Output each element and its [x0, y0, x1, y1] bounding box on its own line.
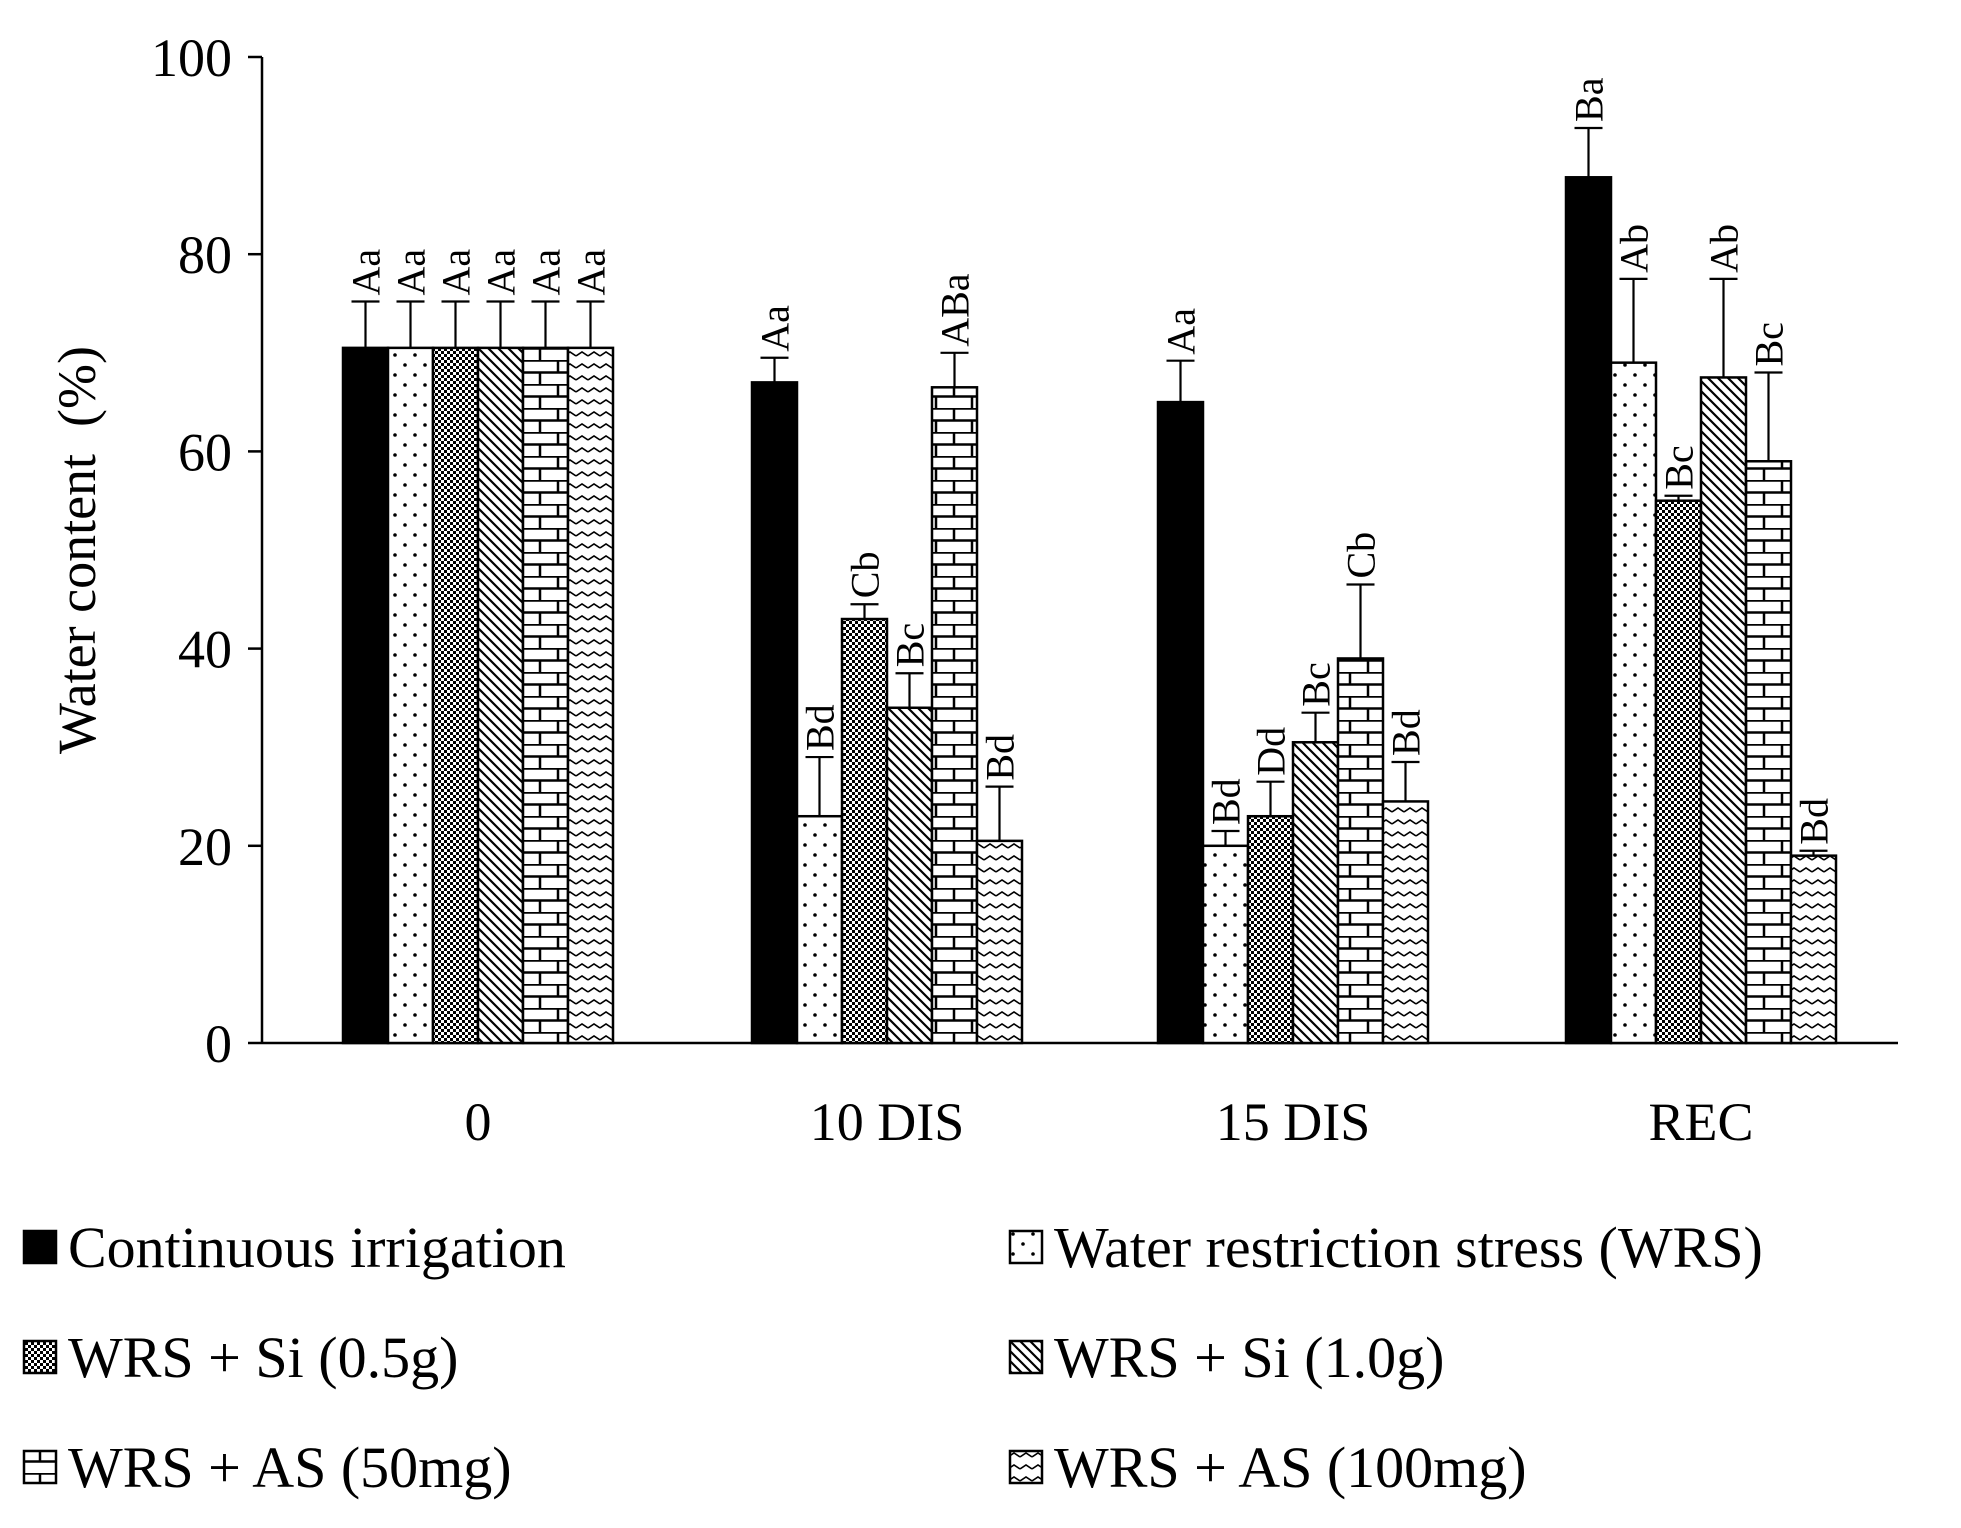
bar: [1699, 376, 1748, 1045]
bar-labels: Aa Aa Aa Aa Aa AaAaBdCbBcABaBdAaBdDdBcCbBdBaA…: [344, 77, 1837, 844]
bar-significance-label: Aa: [434, 249, 479, 296]
y-tick-label: 60: [178, 422, 232, 482]
bar-significance-label: Bc: [1657, 445, 1702, 489]
bar: [930, 386, 979, 1045]
legend-swatch-icon: [22, 1449, 58, 1485]
bar-significance-label: ABa: [933, 273, 978, 347]
bar: [566, 346, 615, 1045]
y-tick-label: 0: [205, 1014, 232, 1074]
bar-significance-label: Aa: [389, 249, 434, 296]
legend: Continuous irrigation Water restriction …: [0, 1195, 1961, 1515]
bar: [1381, 800, 1430, 1045]
bar: [1744, 460, 1793, 1045]
legend-item: WRS + AS (50mg): [22, 1434, 512, 1500]
bar: [431, 346, 480, 1045]
legend-item: WRS + Si (1.0g): [1008, 1324, 1445, 1390]
bar: [476, 346, 525, 1045]
bar: [1246, 814, 1295, 1045]
legend-swatch-icon: [1008, 1449, 1044, 1485]
y-tick-label: 80: [178, 225, 232, 285]
bar-significance-label: Dd: [1249, 727, 1294, 776]
bar: [1564, 176, 1613, 1045]
legend-item: WRS + Si (0.5g): [22, 1324, 459, 1390]
bar-significance-label: Cb: [843, 552, 888, 599]
bar: [840, 617, 889, 1045]
bar: [750, 381, 799, 1045]
legend-label: Continuous irrigation: [68, 1214, 566, 1280]
bar: [1201, 844, 1250, 1045]
bar: [975, 839, 1024, 1045]
legend-label: WRS + AS (50mg): [68, 1434, 512, 1500]
bar: [885, 706, 934, 1045]
bar-significance-label: Bc: [1747, 322, 1792, 366]
legend-item: WRS + AS (100mg): [1008, 1434, 1527, 1500]
axes: 0 20 40 60 80 100 Water content (%) 0 10 DIS 15 D…: [47, 28, 1898, 1152]
bar: [1156, 400, 1205, 1045]
bar-significance-label: Bd: [1204, 778, 1249, 825]
bar-significance-label: Ab: [1702, 224, 1747, 273]
bar: [1609, 361, 1658, 1045]
legend-swatch-icon: [1008, 1229, 1044, 1265]
bar: [386, 346, 435, 1045]
bar-significance-label: Aa: [344, 249, 389, 296]
bar-significance-label: Aa: [524, 249, 569, 296]
x-tick-label: 10 DIS: [810, 1092, 965, 1152]
bar-significance-label: Cb: [1339, 532, 1384, 579]
legend-swatch-icon: [22, 1339, 58, 1375]
bars: [341, 126, 1838, 1045]
x-tick-label: 0: [465, 1092, 492, 1152]
x-tick-label: 15 DIS: [1216, 1092, 1371, 1152]
legend-item: Water restriction stress (WRS): [1008, 1214, 1763, 1280]
bar-significance-label: Bd: [1792, 798, 1837, 845]
legend-label: WRS + AS (100mg): [1054, 1434, 1527, 1500]
legend-label: Water restriction stress (WRS): [1054, 1214, 1763, 1280]
bar-significance-label: Aa: [753, 305, 798, 352]
y-axis-title: Water content (%): [47, 346, 107, 754]
bar-significance-label: Bd: [1384, 709, 1429, 756]
legend-item: Continuous irrigation: [22, 1214, 566, 1280]
y-tick-label: 100: [151, 28, 232, 88]
bar: [1291, 741, 1340, 1045]
legend-label: WRS + Si (1.0g): [1054, 1324, 1445, 1390]
bar-significance-label: Bc: [1294, 662, 1339, 706]
legend-swatch-icon: [22, 1229, 58, 1265]
bar: [521, 346, 570, 1045]
bar: [1789, 854, 1838, 1045]
bar-significance-label: Bc: [888, 623, 933, 667]
bar: [1336, 657, 1385, 1045]
y-tick-label: 20: [178, 817, 232, 877]
bar: [795, 814, 844, 1045]
legend-label: WRS + Si (0.5g): [68, 1324, 459, 1390]
legend-swatch-icon: [1008, 1339, 1044, 1375]
bar: [341, 346, 390, 1045]
bar-significance-label: Ba: [1567, 77, 1612, 122]
x-tick-label: REC: [1648, 1092, 1753, 1152]
bar-significance-label: Ab: [1612, 224, 1657, 273]
bar-significance-label: Aa: [479, 249, 524, 296]
bar-significance-label: Bd: [798, 704, 843, 751]
bar-chart: 0 20 40 60 80 100 Water content (%) 0 10 DIS 15 D…: [47, 28, 1898, 1152]
bar-significance-label: Aa: [569, 249, 614, 296]
bar: [1654, 499, 1703, 1045]
y-tick-label: 40: [178, 620, 232, 680]
bar-significance-label: Aa: [1159, 308, 1204, 355]
bar-significance-label: Bd: [978, 734, 1023, 781]
